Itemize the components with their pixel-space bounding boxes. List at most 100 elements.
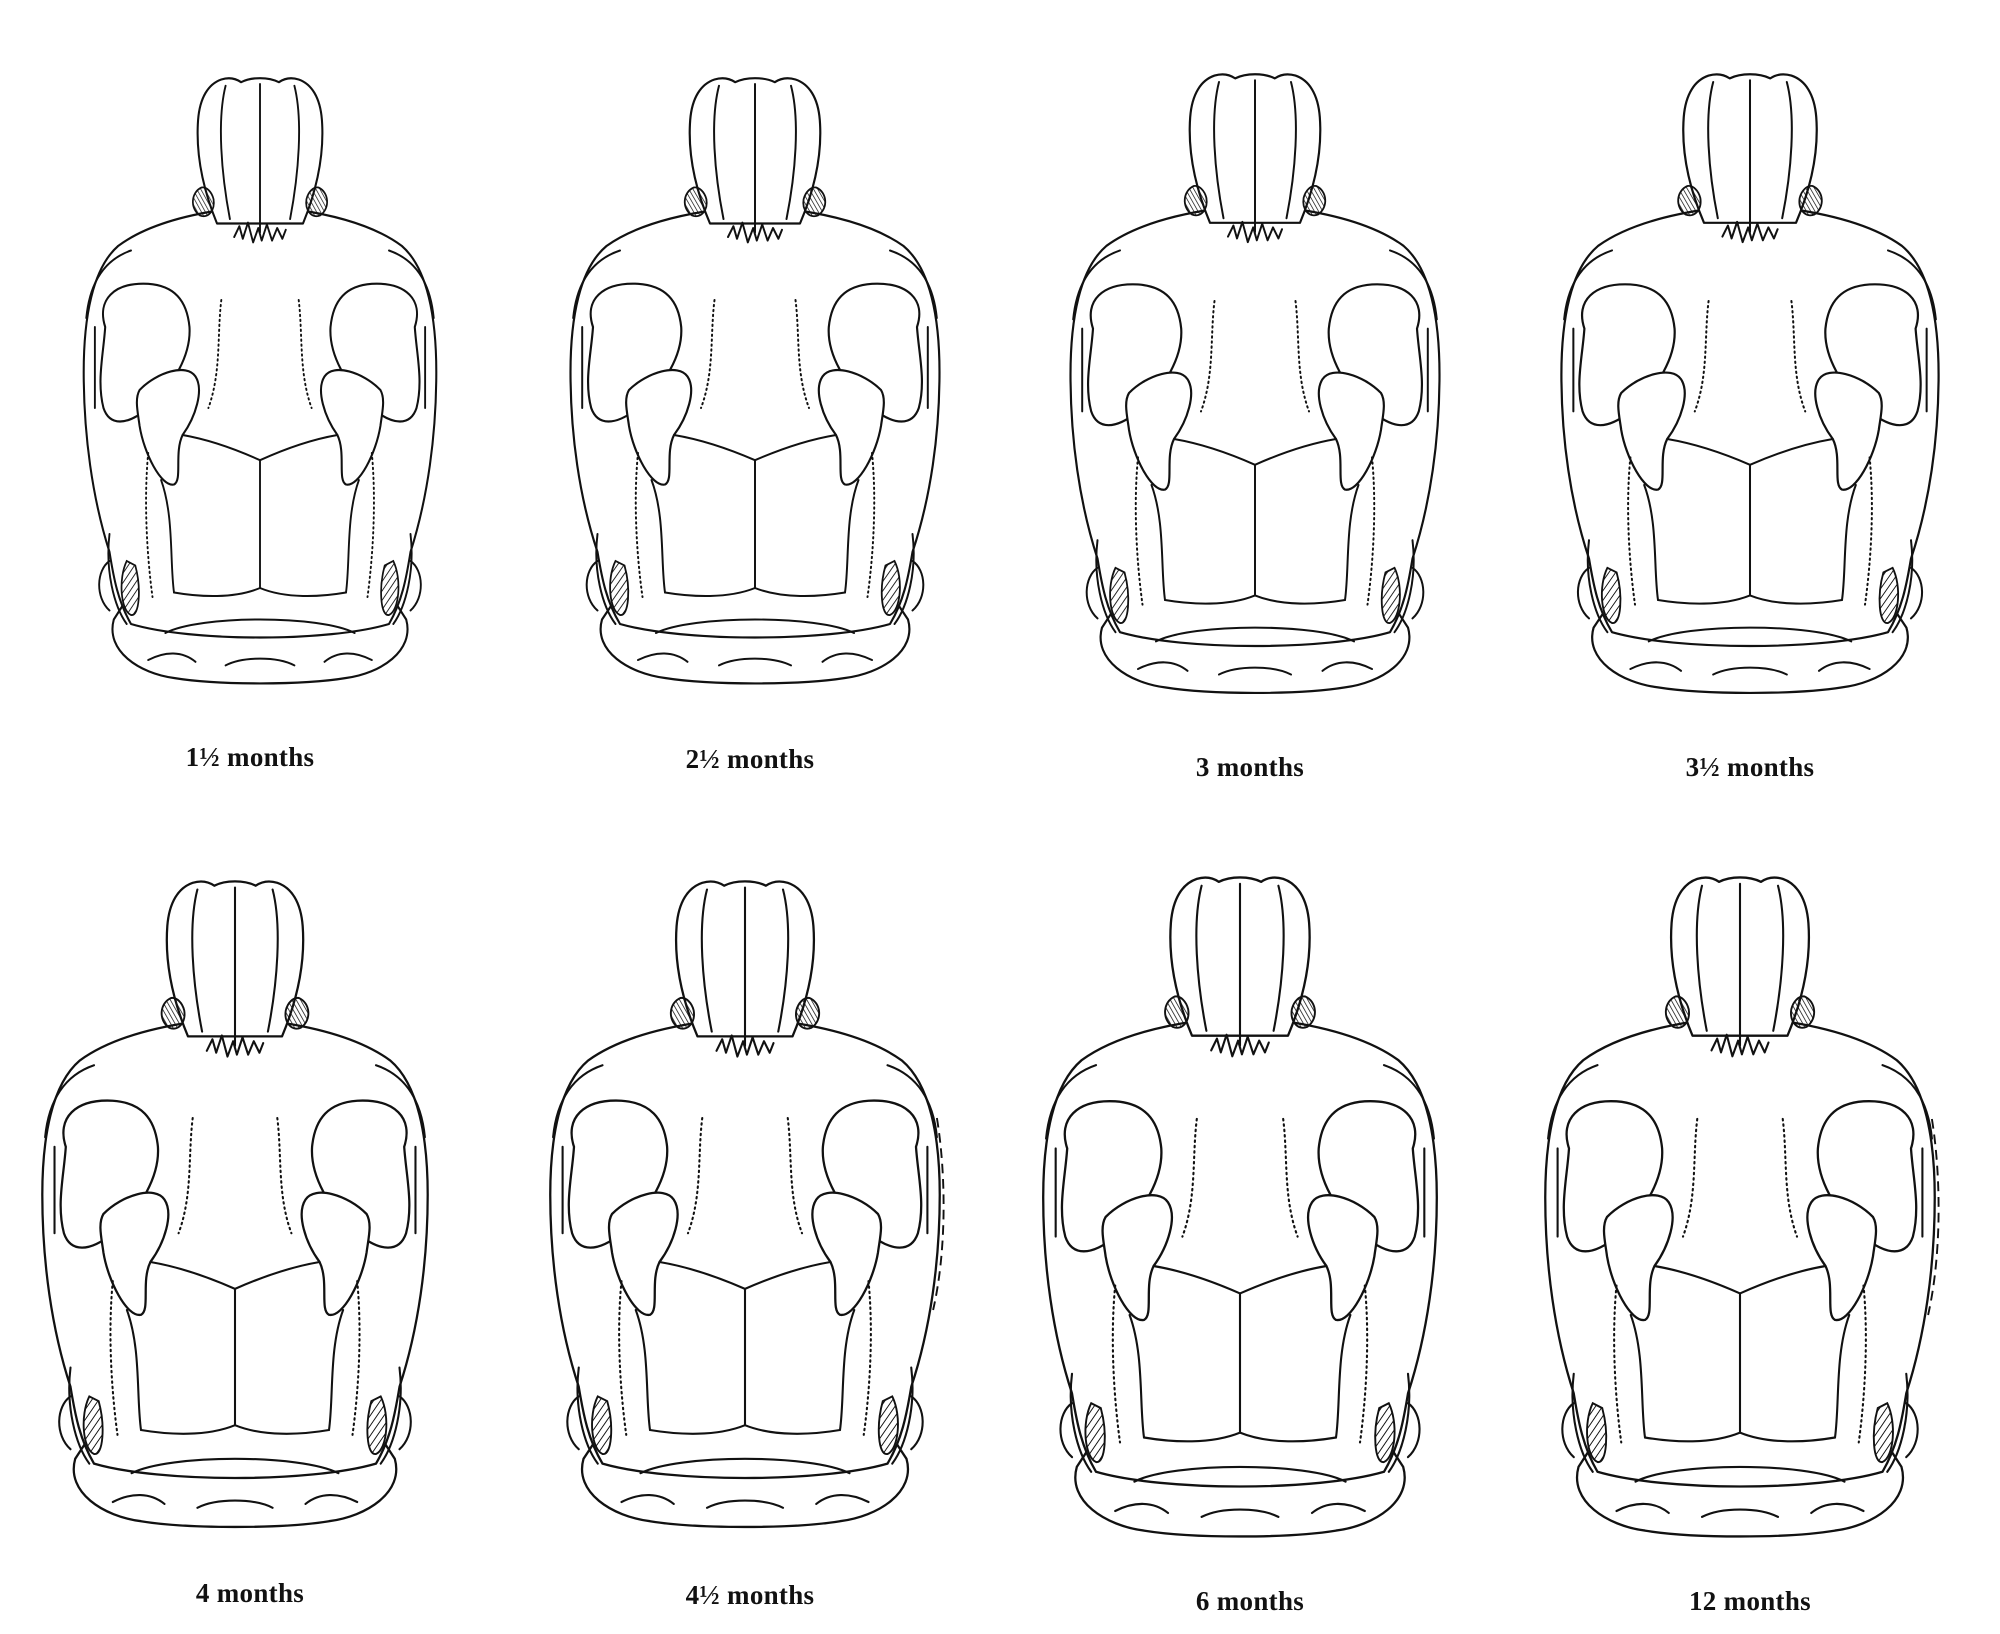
skull-line xyxy=(639,1457,851,1475)
skull-line xyxy=(1806,1194,1878,1322)
skull-line xyxy=(1059,1402,1421,1459)
skull-line xyxy=(1111,1284,1369,1444)
skull-line xyxy=(1085,566,1425,620)
skull-line xyxy=(1183,185,1208,217)
skull-line xyxy=(686,1116,804,1235)
skull-line xyxy=(620,1493,870,1509)
skull-line xyxy=(1227,220,1283,244)
skull-line xyxy=(284,996,310,1030)
skull-panel: 6 months xyxy=(1000,820,1500,1634)
skull-line xyxy=(192,186,215,218)
skull-line xyxy=(111,1493,359,1509)
skull-drawing-icon xyxy=(549,880,945,1529)
skull-line xyxy=(1084,1401,1106,1463)
skull-line xyxy=(220,84,300,220)
skull-line xyxy=(366,1395,388,1455)
skull-line xyxy=(1155,626,1355,643)
skull-line xyxy=(1556,1147,1924,1238)
skull-line xyxy=(1380,566,1401,624)
skull-line xyxy=(1586,1401,1608,1463)
panel-caption: 4½ months xyxy=(685,1580,815,1610)
skull-drawing-icon xyxy=(1069,73,1441,695)
skull-line xyxy=(817,368,885,486)
skull-line xyxy=(713,84,797,220)
skull-line xyxy=(1643,483,1857,602)
skull-line xyxy=(1577,566,1923,620)
skull-line xyxy=(634,1308,856,1432)
skull-line xyxy=(177,1116,293,1235)
skull-line xyxy=(173,587,347,597)
skull-line xyxy=(595,533,915,625)
skull-line xyxy=(1547,1064,1933,1140)
panel-caption: 3½ months xyxy=(1685,752,1815,782)
skull-line xyxy=(44,1064,426,1139)
skull-line xyxy=(135,368,200,486)
skull-line xyxy=(1643,1431,1837,1443)
skull-line xyxy=(1195,884,1285,1032)
skull-line xyxy=(93,326,427,409)
skull-line xyxy=(130,1457,340,1475)
skull-line xyxy=(664,587,846,597)
skull-line xyxy=(1109,566,1130,624)
skull-panel: 3½ months xyxy=(1500,0,2000,814)
skull-line xyxy=(618,1280,872,1436)
skull-line xyxy=(147,652,373,667)
skull-drawing-icon xyxy=(1560,73,1940,695)
skull-line xyxy=(1571,1372,1909,1473)
skull-line xyxy=(727,221,783,244)
skull-line xyxy=(1213,81,1297,220)
skull-line xyxy=(320,368,385,486)
skull-line xyxy=(1302,185,1327,217)
skull-drawing-icon xyxy=(82,77,438,685)
skull-line xyxy=(53,1145,417,1235)
skull-line xyxy=(125,1308,345,1432)
panel-caption: 2½ months xyxy=(685,744,815,774)
skull-line xyxy=(625,368,693,486)
skull-line xyxy=(683,186,708,218)
skull-line xyxy=(1927,1118,1940,1316)
skull-panel: 4 months xyxy=(0,820,500,1634)
skull-line xyxy=(1150,483,1360,602)
skull-line xyxy=(1561,1402,1919,1459)
skull-line xyxy=(669,996,695,1030)
skull-panel: 4½ months xyxy=(500,820,1000,1634)
skull-line xyxy=(1072,249,1438,321)
skull-line xyxy=(1586,539,1914,634)
skull-line xyxy=(1290,995,1316,1029)
skull-line xyxy=(700,299,810,409)
skull-line xyxy=(1790,995,1816,1029)
skull-line xyxy=(715,1034,775,1058)
skull-drawing-icon xyxy=(569,77,941,685)
skull-line xyxy=(1128,1313,1352,1439)
skull-line xyxy=(1677,185,1702,217)
skull-line xyxy=(1798,185,1823,217)
skull-line xyxy=(1374,1401,1396,1463)
skull-line xyxy=(164,618,356,634)
skull-line xyxy=(1069,1372,1411,1473)
skull-line xyxy=(191,888,279,1033)
skull-line xyxy=(1164,995,1190,1029)
skull-line xyxy=(655,618,855,634)
skull-line xyxy=(1647,626,1853,643)
skull-line xyxy=(145,452,375,598)
skull-line xyxy=(160,996,186,1030)
skull-line xyxy=(1695,884,1785,1032)
skull-line xyxy=(1710,1033,1770,1058)
skull-line xyxy=(120,559,140,616)
skull-line xyxy=(585,560,925,612)
skull-panel: 1½ months xyxy=(0,0,500,814)
skull-line xyxy=(1307,1194,1379,1322)
skull-line xyxy=(1137,661,1373,676)
skull-line xyxy=(637,652,873,667)
skull-line xyxy=(1125,371,1193,491)
skull-panel: 12 months xyxy=(1500,820,2000,1634)
skull-line xyxy=(1142,1431,1338,1443)
skull-line xyxy=(205,1034,265,1058)
skull-line xyxy=(1627,456,1873,606)
skull-line xyxy=(233,221,287,244)
skull-line xyxy=(1814,371,1883,491)
skull-line xyxy=(566,1395,924,1451)
skull-line xyxy=(552,1064,938,1139)
skull-panel: 3 months xyxy=(1000,0,1500,814)
